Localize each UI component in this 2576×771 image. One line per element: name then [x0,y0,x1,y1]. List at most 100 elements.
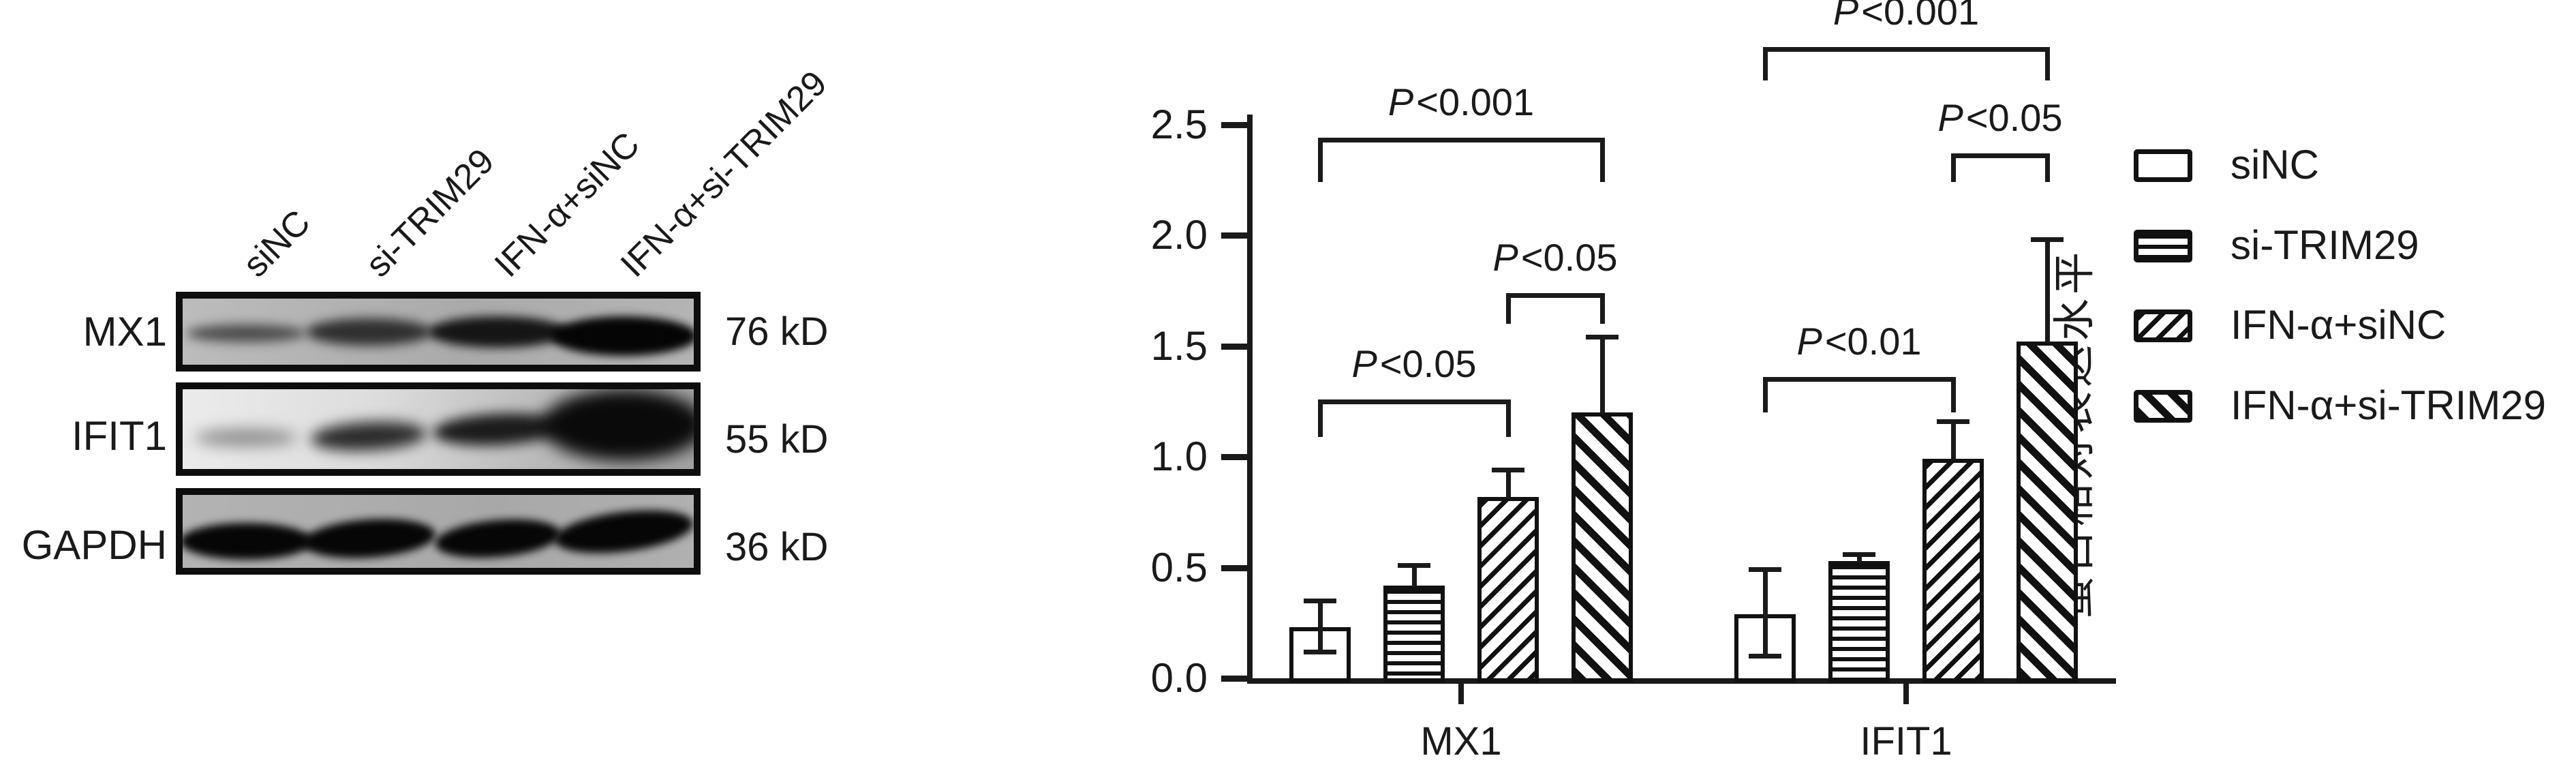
error-bar-cap [1492,468,1524,472]
y-axis-tick [1221,343,1247,350]
significance-bracket-end [2044,46,2050,80]
y-axis-line [1247,115,1253,684]
x-axis-line [1247,678,2116,684]
error-bar-cap [2031,237,2064,242]
x-category-label: IFIT1 [1860,719,1952,764]
significance-label: P<0.05 [1789,96,2211,140]
protein-band [301,514,437,562]
y-axis-tick [1221,454,1247,460]
blot-row-label: IFIT1 [71,413,167,459]
blot-row-label: MX1 [82,309,167,354]
significance-bracket-end [1317,399,1323,437]
legend-swatch-hlines [2134,229,2192,262]
significance-bracket-end [1505,292,1511,324]
significance-bracket-end [1950,377,1956,412]
significance-bracket-line [1762,377,1956,382]
bar-si-TRIM29-MX1 [1383,585,1445,682]
error-bar-cap [1398,562,1430,568]
y-tick-label: 0.0 [1150,655,1208,701]
significance-bracket-end [1762,46,1768,80]
y-axis-tick [1221,121,1247,128]
p-italic: P [1492,235,1518,279]
legend-label: si-TRIM29 [2230,222,2419,268]
protein-band [433,514,562,562]
error-bar-cap-lower [1304,649,1336,654]
p-value-text: <0.01 [1824,320,1922,363]
significance-bracket-end [1599,138,1605,182]
p-value-text: <0.001 [1416,80,1535,123]
legend-label: siNC [2230,142,2319,187]
x-category-label: MX1 [1420,719,1502,764]
significance-bracket-line [1950,153,2050,158]
legend-swatch-plain [2134,149,2192,182]
error-bar-stem [1762,569,1768,616]
error-bar-stem [2044,239,2050,343]
protein-band [183,522,313,560]
x-axis-tick [1458,684,1464,704]
significance-bracket-line [1317,138,1605,142]
p-italic: P [1387,80,1414,123]
protein-band [195,428,297,447]
y-tick-label: 0.5 [1150,544,1208,590]
y-tick-label: 1.0 [1150,434,1208,479]
lane-label: si-TRIM29 [358,141,502,285]
error-bar-stem-lower [1317,627,1323,652]
error-bar-cap [1304,598,1336,603]
protein-band [310,419,427,453]
significance-bracket-line [1505,292,1605,298]
error-bar-stem [1317,601,1323,629]
error-bar-stem [1411,565,1417,587]
significance-bracket-end [1505,399,1511,437]
protein-band [427,316,568,348]
protein-band [551,503,694,560]
x-axis-tick [1903,684,1909,704]
y-tick-label: 1.5 [1150,322,1208,369]
y-axis-tick [1221,676,1247,682]
significance-bracket-line [1762,46,2050,52]
blot-strip [176,488,701,575]
bar-IFN-α+si-TRIM29-IFIT1 [2017,342,2078,682]
significance-bracket-end [1317,138,1323,182]
bar-siNC-MX1 [1289,627,1351,682]
significance-label: P<0.05 [1203,342,1625,386]
significance-bracket-end [1599,292,1605,324]
bar-IFN-α+siNC-IFIT1 [1922,459,1984,682]
bar-si-TRIM29-IFIT1 [1828,560,1890,682]
lane-label: IFN-α+si-TRIM29 [613,63,835,285]
error-bar-stem-lower [1762,614,1768,656]
protein-band [542,389,694,461]
y-tick-label: 2.0 [1150,212,1208,258]
p-value-text: <0.05 [1965,95,2063,139]
error-bar-stem [1950,421,1956,461]
protein-band [550,316,694,356]
error-bar-cap-lower [1749,654,1781,659]
p-value-text: <0.05 [1520,235,1618,279]
error-bar-cap [1749,567,1781,573]
significance-label: P<0.001 [1250,80,1672,124]
blot-strip [176,382,701,476]
legend-swatch-diag-back [2134,389,2192,423]
western-blot-panel: siNC si-TRIM29 IFN-α+siNC IFN-α+si-TRIM29 MX… [0,0,954,771]
p-italic: P [1796,320,1822,363]
significance-label: P<0.05 [1344,236,1766,279]
p-italic: P [1937,95,1963,139]
molecular-weight-label: 36 kD [725,525,829,569]
y-axis-tick [1221,232,1247,239]
error-bar-stem [1856,554,1862,562]
y-axis-tick [1221,564,1247,571]
error-bar-cap [1586,335,1619,339]
molecular-weight-label: 76 kD [725,309,829,354]
molecular-weight-label: 55 kD [725,417,829,462]
legend-label: IFN-α+siNC [2230,302,2447,348]
significance-bracket-end [1762,377,1768,412]
error-bar-cap [1937,419,1969,424]
blot-row-label: GAPDH [21,522,167,568]
p-value-text: <0.05 [1379,342,1477,385]
bar-IFN-α+siNC-MX1 [1477,496,1539,682]
significance-label: P<0.001 [1695,0,2117,33]
legend-label: IFN-α+si-TRIM29 [2230,382,2547,428]
error-bar-stem [1599,337,1605,414]
significance-label: P<0.01 [1648,320,2070,363]
bar-chart-panel: 蛋白相对表达水平 0.00.51.01.52.02.5P<0.001P<0.05… [954,0,2576,771]
